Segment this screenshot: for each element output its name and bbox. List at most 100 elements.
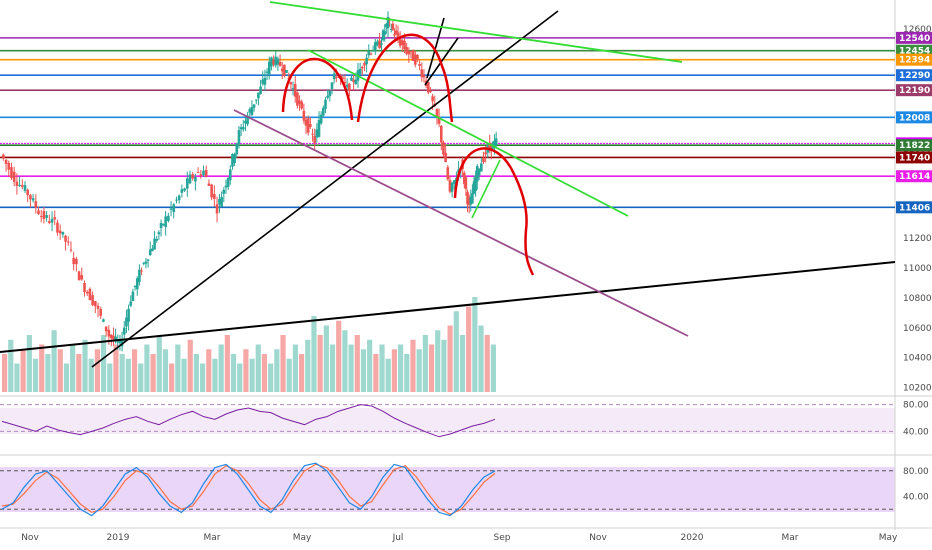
candle-body — [283, 64, 286, 76]
volume-bar — [441, 339, 447, 392]
trendline — [0, 261, 896, 353]
candle-body — [313, 135, 316, 144]
candle-body — [23, 185, 27, 191]
pattern-arc — [356, 33, 454, 123]
candle-body — [250, 107, 254, 116]
candle-body — [133, 285, 137, 288]
volume-bar — [286, 358, 292, 392]
candle-body — [114, 336, 117, 340]
volume-bar — [57, 349, 63, 392]
volume-bar — [162, 349, 169, 392]
candle-body — [91, 295, 94, 306]
trendline — [269, 1, 683, 63]
candle-body — [148, 249, 152, 255]
candle-body — [237, 130, 241, 144]
candle-body — [348, 83, 351, 91]
candle-body — [324, 99, 327, 109]
volume-bar — [398, 344, 404, 392]
volume-bar — [20, 349, 26, 392]
candle-body — [53, 217, 57, 220]
volume-bar — [459, 335, 466, 392]
volume-bar — [51, 330, 57, 392]
level-badge-label: 12540 — [899, 34, 930, 44]
volume-bar — [230, 354, 237, 392]
candle-body — [185, 178, 189, 189]
candle-body — [118, 340, 122, 344]
candle-body — [272, 60, 275, 65]
volume-bar — [348, 344, 354, 392]
volume-bar — [453, 311, 459, 392]
volume-bar — [243, 349, 249, 392]
candle-body — [218, 199, 221, 205]
volume-bar — [336, 320, 342, 392]
candle-body — [371, 50, 375, 52]
x-tick-label: 2019 — [107, 533, 130, 543]
candle-body — [352, 79, 355, 83]
level-badge-label: 12454 — [899, 47, 930, 57]
volume-bar — [26, 335, 32, 392]
candle-body — [202, 170, 205, 176]
candle-body — [99, 309, 103, 316]
x-tick-label: Nov — [21, 533, 39, 543]
volume-bar — [478, 325, 484, 392]
level-badge-label: 11614 — [899, 172, 930, 182]
candle-body — [302, 110, 306, 121]
candle-body — [407, 51, 411, 55]
candle-body — [20, 185, 24, 187]
candle-body — [45, 215, 48, 218]
candle-body — [155, 238, 159, 241]
candle-body — [431, 96, 434, 102]
candle-body — [494, 138, 498, 146]
level-badge-label: 12290 — [899, 71, 930, 81]
candle-body — [2, 154, 5, 159]
level-badge — [896, 151, 932, 164]
candle-body — [207, 183, 211, 186]
pattern-arc — [281, 57, 354, 121]
candle-body — [248, 109, 252, 113]
candle-body — [341, 77, 345, 79]
candle-body — [257, 92, 260, 99]
candle-body — [42, 210, 46, 220]
candle-body — [151, 248, 154, 252]
candle-body — [131, 291, 135, 302]
candle-body — [169, 208, 173, 210]
volume-bar — [490, 344, 496, 392]
candle-body — [328, 90, 332, 97]
candle-body — [215, 204, 219, 214]
candle-body — [127, 308, 130, 322]
candle-body — [254, 99, 258, 101]
candle-body — [437, 116, 441, 124]
candle-body — [422, 75, 426, 78]
candle-body — [83, 282, 86, 293]
rsi-line — [1, 404, 496, 438]
candle-body — [252, 104, 256, 108]
candle-body — [467, 199, 471, 205]
candle-body — [452, 180, 456, 184]
candle-body — [405, 47, 408, 54]
candle-body — [369, 53, 373, 55]
candle-body — [322, 107, 325, 116]
candle-body — [304, 119, 308, 126]
candle-body — [367, 51, 371, 56]
candle-body — [64, 235, 67, 242]
volume-bar — [156, 335, 162, 392]
volume-bar — [484, 335, 490, 392]
volume-bar — [416, 349, 422, 392]
stochastic-k-line — [1, 462, 496, 517]
candle-body — [157, 232, 161, 235]
volume-bar — [212, 358, 218, 392]
volume-bar — [218, 344, 224, 392]
volume-bar — [255, 344, 261, 392]
volume-bar — [354, 335, 360, 392]
volume-bar — [404, 354, 410, 392]
candle-body — [167, 215, 170, 222]
candle-body — [267, 61, 271, 75]
candle-body — [493, 140, 496, 149]
candle-body — [442, 142, 445, 155]
volume-bar — [94, 349, 100, 392]
candle-body — [233, 153, 236, 163]
candle-body — [140, 270, 143, 272]
rsi-tick-label: 40.00 — [903, 427, 929, 437]
